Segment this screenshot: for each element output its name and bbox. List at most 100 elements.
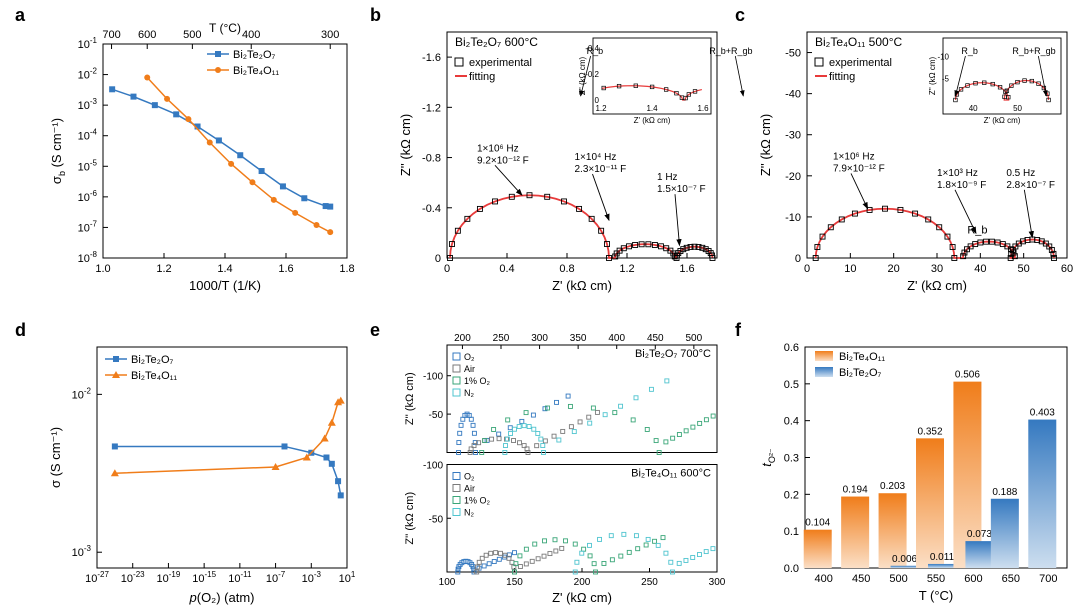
svg-text:-10: -10 (937, 53, 949, 62)
svg-text:Z'' (kΩ cm): Z'' (kΩ cm) (928, 56, 937, 95)
svg-text:350: 350 (570, 333, 587, 344)
svg-text:250: 250 (493, 333, 510, 344)
svg-text:-40: -40 (785, 89, 801, 101)
svg-text:10-2: 10-2 (78, 67, 98, 82)
svg-text:10-15: 10-15 (192, 570, 216, 585)
svg-text:450: 450 (647, 333, 664, 344)
svg-text:1% O₂: 1% O₂ (464, 496, 491, 506)
svg-text:600: 600 (138, 29, 156, 41)
svg-text:1% O₂: 1% O₂ (464, 376, 491, 386)
svg-text:60: 60 (1061, 263, 1073, 275)
svg-text:1.2: 1.2 (619, 263, 634, 275)
svg-text:0: 0 (595, 96, 600, 105)
svg-text:9.2×10⁻¹² F: 9.2×10⁻¹² F (477, 155, 529, 166)
svg-text:0.073: 0.073 (967, 529, 992, 540)
svg-text:10-11: 10-11 (228, 570, 252, 585)
svg-text:0: 0 (795, 253, 801, 265)
svg-text:500: 500 (889, 573, 907, 585)
svg-text:0.194: 0.194 (843, 485, 868, 496)
svg-text:200: 200 (574, 577, 591, 588)
svg-text:2.3×10⁻¹¹ F: 2.3×10⁻¹¹ F (575, 164, 627, 175)
svg-text:0.104: 0.104 (805, 518, 830, 529)
svg-text:-1.2: -1.2 (422, 102, 441, 114)
panel-label-c: c (735, 5, 745, 26)
panel-e: -50-100200250300350400450500Z'' (kΩ cm)O… (395, 335, 725, 610)
svg-text:200: 200 (454, 333, 471, 344)
svg-text:Z'' (kΩ cm): Z'' (kΩ cm) (404, 492, 416, 545)
svg-text:1.4: 1.4 (217, 263, 232, 275)
svg-text:1.6: 1.6 (697, 104, 709, 113)
svg-text:10-4: 10-4 (78, 128, 98, 143)
svg-text:O₂: O₂ (464, 352, 475, 362)
svg-text:Air: Air (464, 364, 475, 374)
svg-text:Z'' (kΩ cm): Z'' (kΩ cm) (758, 114, 773, 176)
svg-text:0.1: 0.1 (784, 526, 799, 538)
svg-text:0.0: 0.0 (784, 563, 799, 575)
svg-text:-30: -30 (785, 130, 801, 142)
svg-text:400: 400 (242, 29, 260, 41)
svg-text:500: 500 (183, 29, 201, 41)
svg-text:400: 400 (608, 333, 625, 344)
svg-text:T (°C): T (°C) (209, 21, 241, 35)
svg-text:Bi₂Te₂O₇: Bi₂Te₂O₇ (839, 367, 881, 379)
svg-text:1.6: 1.6 (679, 263, 694, 275)
svg-text:1.2: 1.2 (156, 263, 171, 275)
svg-text:R_b: R_b (961, 46, 978, 56)
figure: a b c d e f 1.01.21.41.61.810-810-710-61… (0, 0, 1080, 615)
svg-text:10-19: 10-19 (157, 570, 181, 585)
svg-text:Bi₂Te₄O₁₁ 600°C: Bi₂Te₄O₁₁ 600°C (631, 468, 711, 480)
svg-text:300: 300 (531, 333, 548, 344)
svg-text:10: 10 (844, 263, 856, 275)
svg-text:-50: -50 (429, 514, 444, 525)
svg-text:550: 550 (927, 573, 945, 585)
svg-text:Z' (kΩ cm): Z' (kΩ cm) (634, 116, 671, 125)
svg-text:10-27: 10-27 (85, 570, 109, 585)
svg-text:1.8: 1.8 (339, 263, 354, 275)
svg-text:Z'' (kΩ cm): Z'' (kΩ cm) (404, 372, 416, 425)
svg-text:-0.8: -0.8 (422, 153, 441, 165)
svg-text:N₂: N₂ (464, 508, 474, 518)
svg-text:10-23: 10-23 (121, 570, 145, 585)
svg-text:101: 101 (339, 570, 356, 585)
panel-label-a: a (15, 5, 25, 26)
panel-label-b: b (370, 5, 381, 26)
svg-text:T (°C): T (°C) (919, 588, 954, 603)
svg-text:-50: -50 (429, 410, 444, 421)
svg-text:600: 600 (964, 573, 982, 585)
svg-text:0.403: 0.403 (1030, 408, 1055, 419)
svg-text:7.9×10⁻¹² F: 7.9×10⁻¹² F (833, 163, 885, 174)
svg-text:0.506: 0.506 (955, 370, 980, 381)
svg-text:0.203: 0.203 (880, 481, 905, 492)
panel-label-d: d (15, 320, 26, 341)
svg-text:1.5×10⁻⁷ F: 1.5×10⁻⁷ F (657, 184, 706, 195)
svg-text:40: 40 (969, 104, 978, 113)
svg-text:0: 0 (435, 253, 441, 265)
svg-text:1×10³ Hz: 1×10³ Hz (937, 168, 978, 179)
svg-text:-0.2: -0.2 (585, 70, 599, 79)
svg-text:-100: -100 (423, 372, 443, 383)
svg-text:0.006: 0.006 (892, 554, 917, 565)
svg-text:-1.6: -1.6 (422, 52, 441, 64)
svg-text:0: 0 (444, 263, 450, 275)
svg-text:Bi₂Te₄O₁₁: Bi₂Te₄O₁₁ (131, 370, 177, 382)
svg-text:10-7: 10-7 (78, 219, 98, 234)
svg-text:Z' (kΩ cm): Z' (kΩ cm) (984, 116, 1021, 125)
svg-text:300: 300 (321, 29, 339, 41)
svg-text:R_b: R_b (587, 46, 604, 56)
svg-text:Bi₂Te₂O₇: Bi₂Te₂O₇ (233, 49, 275, 61)
svg-text:1×10⁶ Hz: 1×10⁶ Hz (833, 151, 875, 162)
svg-text:-50: -50 (785, 48, 801, 60)
panel-label-f: f (735, 320, 741, 341)
svg-text:250: 250 (641, 577, 658, 588)
svg-text:10-6: 10-6 (78, 189, 98, 204)
svg-text:-0.4: -0.4 (422, 203, 441, 215)
svg-text:1.6: 1.6 (278, 263, 293, 275)
svg-text:10-1: 10-1 (78, 36, 98, 51)
svg-text:Bi₂Te₄O₁₁: Bi₂Te₄O₁₁ (839, 351, 885, 363)
svg-text:-10: -10 (785, 212, 801, 224)
svg-text:fitting: fitting (829, 71, 855, 83)
svg-text:1.4: 1.4 (646, 104, 658, 113)
svg-text:50: 50 (1013, 104, 1022, 113)
panel-c: 01020304050600-10-20-30-40-50Z' (kΩ cm)Z… (755, 20, 1075, 300)
svg-text:R_b+R_gb: R_b+R_gb (1012, 46, 1055, 56)
